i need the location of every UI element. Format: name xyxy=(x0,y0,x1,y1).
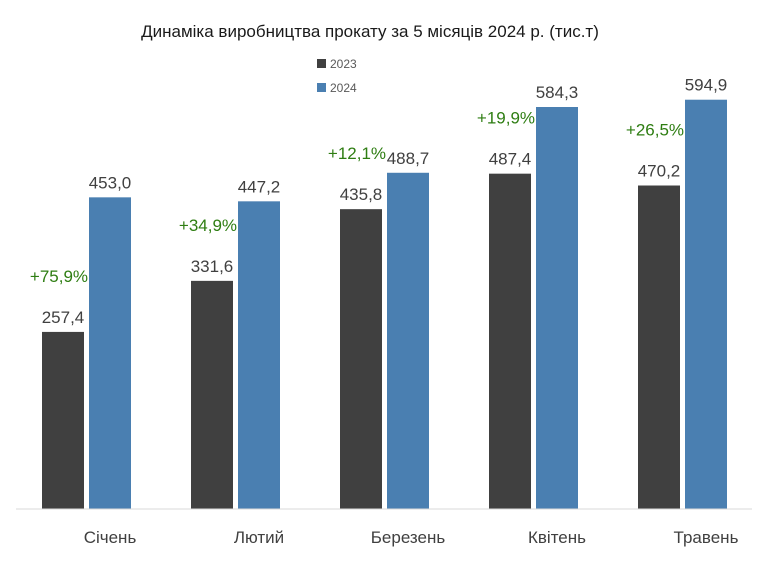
value-label-2023-4: 487,4 xyxy=(489,150,532,169)
value-label-2024-2: 447,2 xyxy=(238,177,281,196)
category-label-1: Січень xyxy=(84,528,137,547)
growth-label-1: +75,9% xyxy=(30,267,88,286)
category-label-2: Лютий xyxy=(234,528,284,547)
legend-swatch-2023 xyxy=(317,59,326,68)
value-label-2023-5: 470,2 xyxy=(638,162,681,181)
bar-2023-1 xyxy=(42,331,84,509)
value-label-2023-2: 331,6 xyxy=(191,257,234,276)
bars-group xyxy=(42,99,727,510)
growth-label-5: +26,5% xyxy=(626,121,684,140)
legend-label-2023: 2023 xyxy=(330,57,357,71)
legend-swatch-2024 xyxy=(317,83,326,92)
value-label-2023-3: 435,8 xyxy=(340,185,383,204)
bar-2024-5 xyxy=(685,99,727,509)
value-label-2024-1: 453,0 xyxy=(89,173,132,192)
bar-2023-4 xyxy=(489,173,531,509)
category-label-3: Березень xyxy=(371,528,446,547)
value-label-2024-3: 488,7 xyxy=(387,149,430,168)
category-label-4: Квітень xyxy=(528,528,586,547)
category-label-5: Травень xyxy=(674,528,739,547)
legend-label-2024: 2024 xyxy=(330,81,357,95)
bar-2024-3 xyxy=(387,172,429,509)
value-label-2024-5: 594,9 xyxy=(685,76,728,95)
bar-2023-5 xyxy=(638,185,680,510)
legend: 2023 2024 xyxy=(317,57,357,95)
labels-group: 257,4 453,0 +75,9% Січень 331,6 447,2 +34,9% Лю… xyxy=(30,76,739,547)
value-label-2023-1: 257,4 xyxy=(42,308,85,327)
growth-label-4: +19,9% xyxy=(477,109,535,128)
bar-2024-1 xyxy=(89,197,131,509)
bar-2023-3 xyxy=(340,209,382,509)
value-label-2024-4: 584,3 xyxy=(536,83,579,102)
growth-label-2: +34,9% xyxy=(179,216,237,235)
growth-label-3: +12,1% xyxy=(328,144,386,163)
bar-2023-2 xyxy=(191,280,233,509)
bar-2024-4 xyxy=(536,107,578,510)
chart-title: Динаміка виробництва прокату за 5 місяці… xyxy=(141,22,599,41)
bar-2024-2 xyxy=(238,201,280,509)
